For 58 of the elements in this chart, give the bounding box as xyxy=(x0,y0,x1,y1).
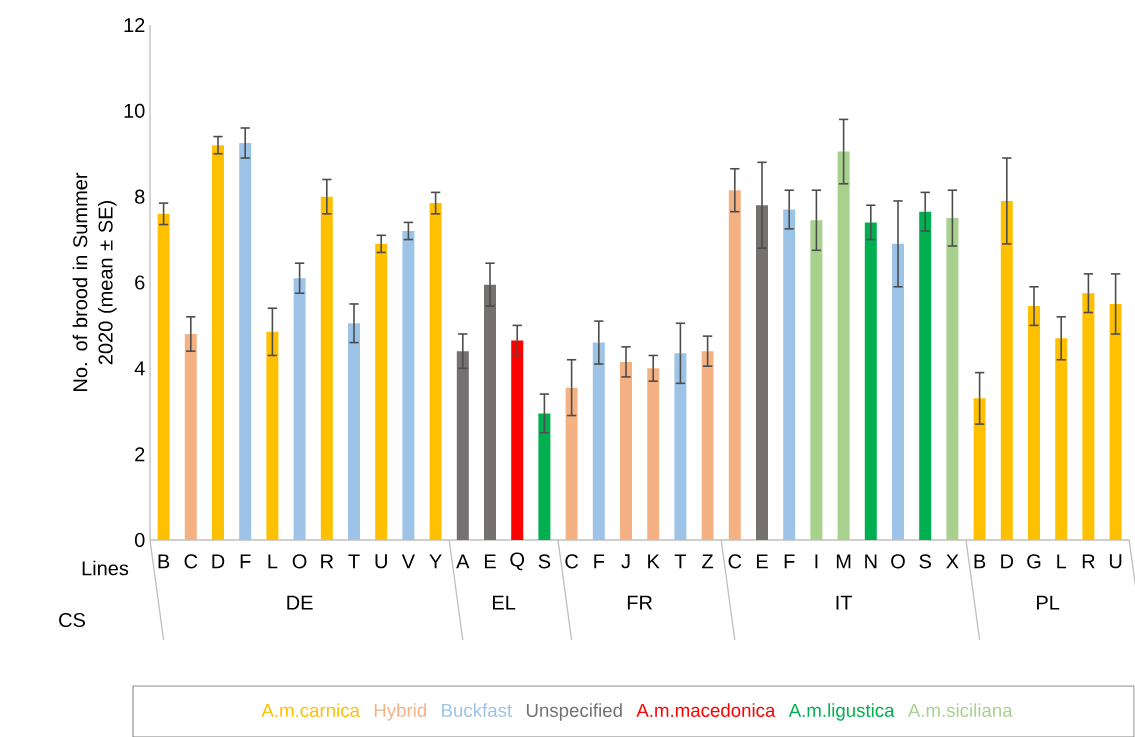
y-tick-label: 0 xyxy=(134,532,145,548)
x-tick-label: T xyxy=(674,554,687,569)
x-tick-label: B xyxy=(974,554,986,569)
text: Lines xyxy=(82,560,129,576)
x-tick-label: C xyxy=(184,554,198,569)
x-tick-label: Y xyxy=(429,554,442,569)
x-tick-label: D xyxy=(1001,554,1014,569)
x-axis-title: PL xyxy=(1037,595,1060,610)
x-tick-label: S xyxy=(538,554,551,569)
x-axis-title: FR xyxy=(627,595,653,610)
text: A.m.ligustica xyxy=(788,703,895,721)
x-tick-label: N xyxy=(865,554,877,569)
x-tick-label: G xyxy=(1027,554,1041,569)
x-axis-title: DE xyxy=(287,595,313,610)
x-tick-label: E xyxy=(756,554,768,569)
y-tick-label: 4 xyxy=(134,361,145,376)
x-tick-label: X xyxy=(946,554,959,569)
x-axis-title: IT xyxy=(836,595,853,610)
y-tick-label: 10 xyxy=(124,103,145,118)
x-tick-label: L xyxy=(268,554,278,569)
text: A.m.siciliana xyxy=(907,703,1013,718)
x-tick-label: I xyxy=(815,554,818,569)
x-tick-label: R xyxy=(321,554,334,569)
x-tick-label: R xyxy=(1082,554,1095,569)
y-tick-label: 8 xyxy=(135,189,145,204)
text: A.m.carnica xyxy=(261,703,360,718)
x-tick-label: F xyxy=(784,554,795,569)
x-tick-label: D xyxy=(212,554,225,569)
text: Buckfast xyxy=(442,703,512,718)
y-tick-label: 2 xyxy=(135,447,145,462)
x-tick-label: U xyxy=(375,554,387,569)
text: Unspecified xyxy=(526,703,622,721)
x-tick-label: O xyxy=(891,554,905,569)
x-tick-label: C xyxy=(565,554,579,569)
x-tick-label: C xyxy=(728,554,742,569)
x-tick-label: Q xyxy=(510,552,525,571)
x-tick-label: S xyxy=(919,554,931,569)
x-tick-label: F xyxy=(240,554,251,569)
x-tick-label: O xyxy=(292,554,307,569)
x-tick-label: F xyxy=(594,554,605,569)
x-tick-label: A xyxy=(456,554,470,569)
x-tick-label: K xyxy=(648,554,660,569)
text: Hybrid xyxy=(374,703,427,721)
y-tick-label: 12 xyxy=(124,18,145,32)
x-tick-label: U xyxy=(1109,554,1122,569)
text: A.m.macedonica xyxy=(636,703,776,718)
x-tick-label: T xyxy=(348,554,360,569)
text: CS xyxy=(59,612,85,628)
x-tick-label: V xyxy=(401,554,415,569)
x-tick-label: L xyxy=(1057,554,1067,569)
y-tick-label: 6 xyxy=(135,275,145,290)
x-tick-label: M xyxy=(836,554,851,569)
x-tick-label: E xyxy=(484,554,496,569)
x-tick-label: B xyxy=(158,554,170,569)
x-tick-label: J xyxy=(621,554,630,569)
x-axis-title: EL xyxy=(493,595,516,610)
y-axis-title: No. of brood in Summer 2020 (mean ± SE) xyxy=(72,172,117,391)
x-tick-label: Z xyxy=(702,554,714,569)
